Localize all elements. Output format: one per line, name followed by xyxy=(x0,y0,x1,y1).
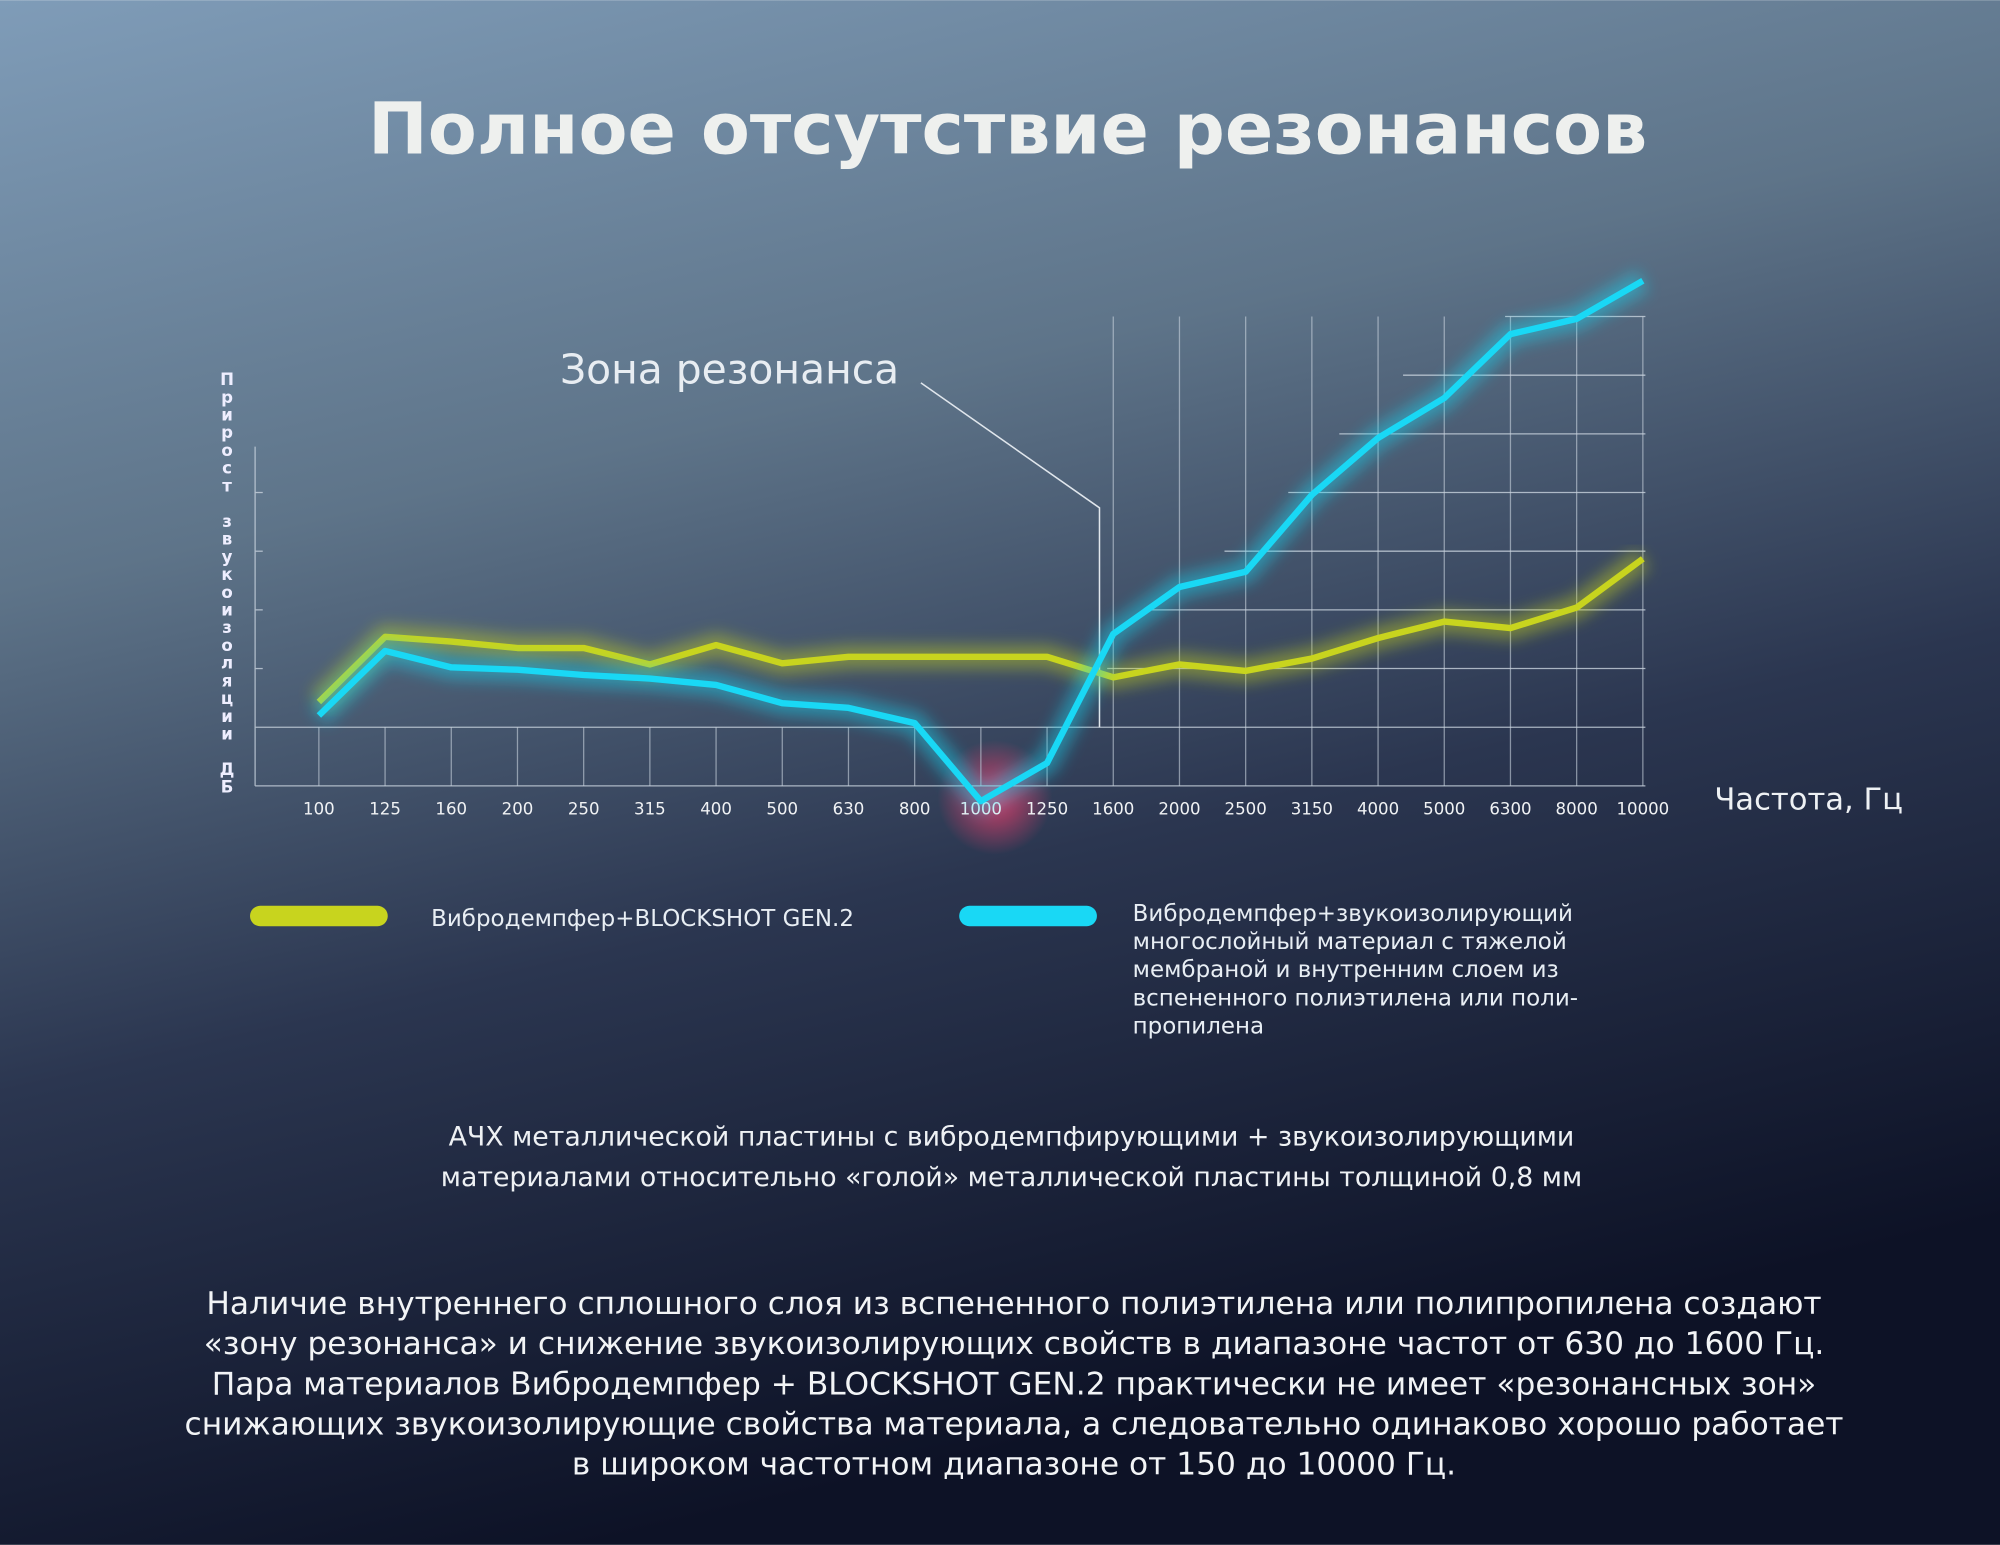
vertical-grid xyxy=(318,316,1644,786)
x-tick-label: 250 xyxy=(568,800,600,819)
x-tick-label: 2000 xyxy=(1158,800,1200,819)
x-tick-label: 315 xyxy=(634,800,666,819)
title: Полное отсутствие резонансов xyxy=(368,88,1647,171)
x-tick-label: 8000 xyxy=(1556,800,1598,819)
x-tick-label: 5000 xyxy=(1423,800,1465,819)
x-tick-label: 125 xyxy=(369,800,401,819)
caption-line: материалами относительно «голой» металли… xyxy=(441,1162,1582,1193)
series-line xyxy=(316,277,1645,805)
x-axis-label: Частота, Гц xyxy=(1714,783,1903,818)
legend-swatch xyxy=(250,905,388,927)
x-tick-label: 1250 xyxy=(1026,800,1068,819)
series-line xyxy=(316,556,1645,705)
x-tick-label: 800 xyxy=(899,800,931,819)
paragraph-line: Пара материалов Вибродемпфер + BLOCKSHOT… xyxy=(212,1366,1817,1402)
x-tick-label: 1600 xyxy=(1092,800,1134,819)
paragraph-line: «зону резонанса» и снижение звукоизолиру… xyxy=(204,1326,1825,1362)
x-tick-label: 3150 xyxy=(1291,800,1333,819)
y-axis-label: Прирост звукоизоляции ДБ xyxy=(218,370,237,795)
x-tick-label: 400 xyxy=(700,800,732,819)
paragraph-line: в широком частотном диапазоне от 150 до … xyxy=(572,1447,1456,1483)
x-tick-label: 4000 xyxy=(1357,800,1399,819)
legend-item: Вибродемпфер+BLOCKSHOT GEN.2 xyxy=(431,905,854,933)
paragraph-line: снижающих звукоизолирующие свойства мате… xyxy=(185,1407,1844,1443)
legend-label: Вибродемпфер+звукоизолирующий многослойн… xyxy=(1132,900,1579,1040)
annotation: Зона резонанса xyxy=(560,346,899,394)
legend-label: Вибродемпфер+BLOCKSHOT GEN.2 xyxy=(431,905,854,933)
x-tick-label: 100 xyxy=(303,800,335,819)
x-tick-label: 6300 xyxy=(1489,800,1531,819)
caption-line: АЧХ металлической пластины с вибродемпфи… xyxy=(449,1121,1575,1152)
x-tick-label: 500 xyxy=(766,800,798,819)
paragraph-line: Наличие внутреннего сплошного слоя из вс… xyxy=(206,1286,1821,1322)
legend-swatch xyxy=(959,905,1097,927)
x-tick-label: 160 xyxy=(435,800,467,819)
legend-item: Вибродемпфер+звукоизолирующий многослойн… xyxy=(1132,900,1579,1040)
x-tick-label: 200 xyxy=(502,800,534,819)
x-tick-label: 2500 xyxy=(1225,800,1267,819)
x-tick-label: 630 xyxy=(833,800,865,819)
x-tick-label: 10000 xyxy=(1616,800,1669,819)
